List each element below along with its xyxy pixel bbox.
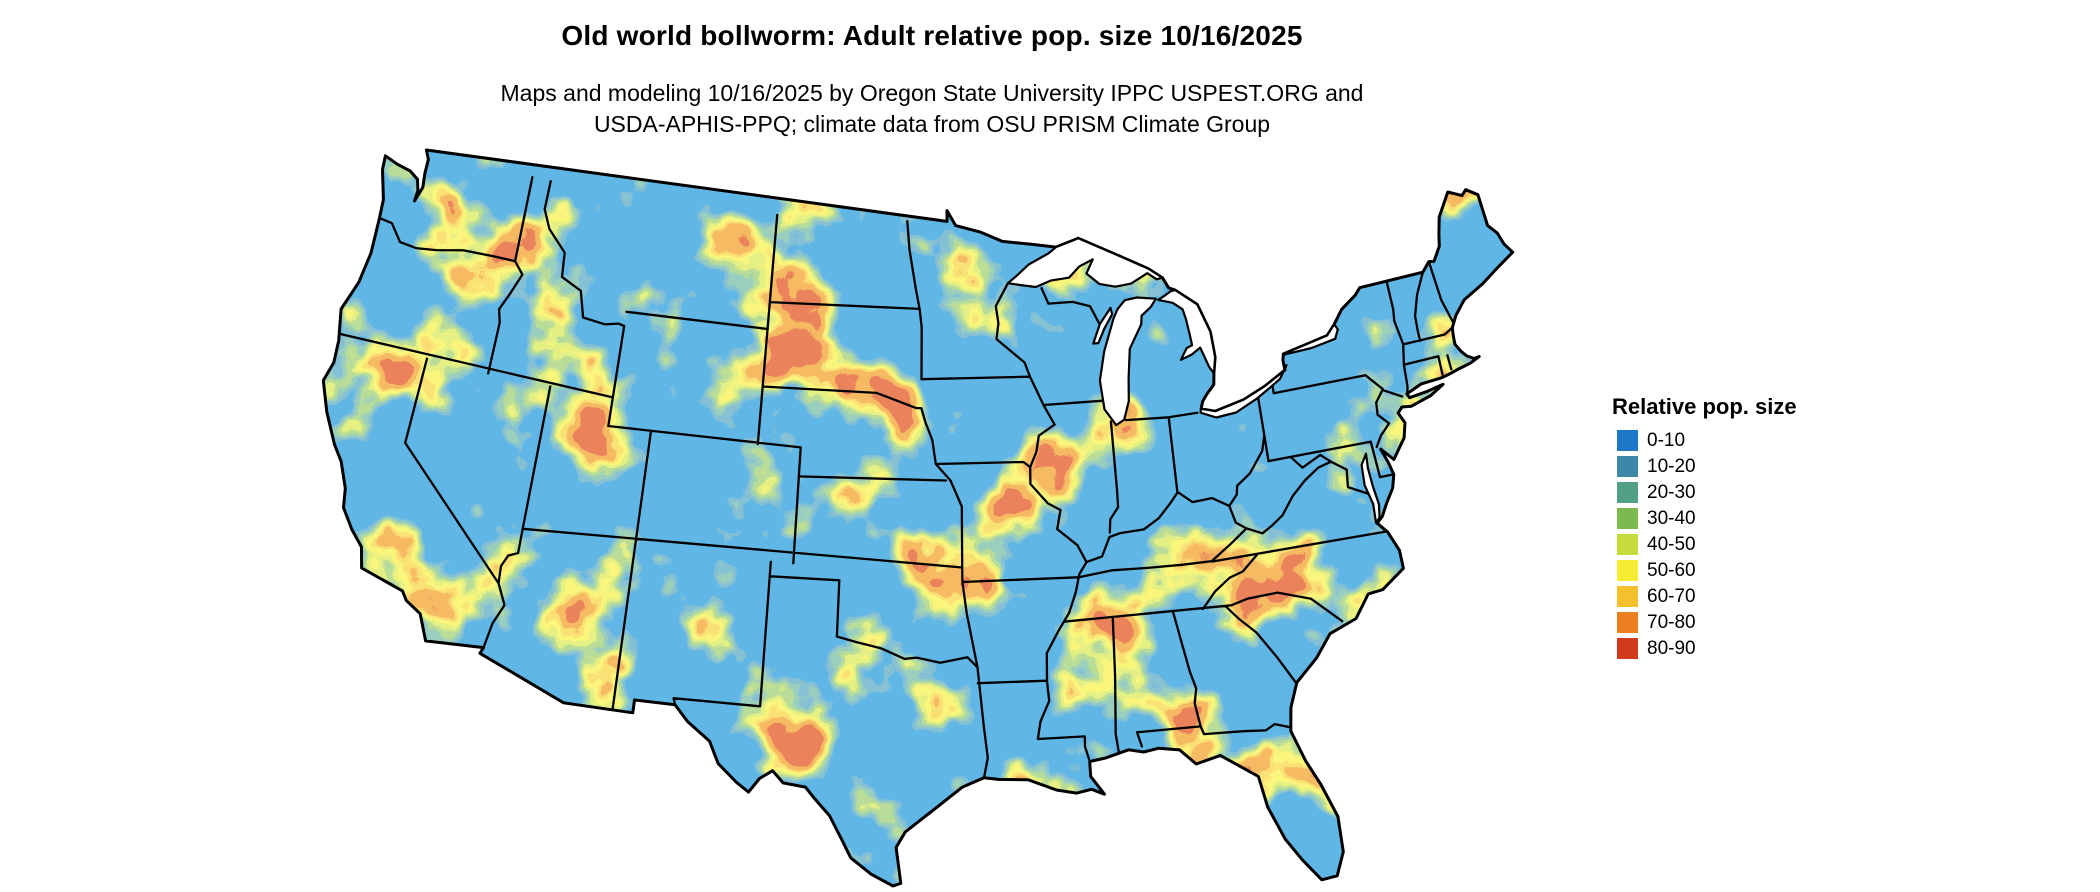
legend-swatch bbox=[1617, 638, 1638, 659]
legend-entry: 70-80 bbox=[1617, 612, 1797, 633]
legend-swatch bbox=[1617, 482, 1638, 503]
header: Old world bollworm: Adult relative pop. … bbox=[0, 0, 1864, 140]
legend-swatch bbox=[1617, 430, 1638, 451]
legend-label: 80-90 bbox=[1647, 638, 1696, 659]
lake bbox=[1282, 323, 1339, 356]
legend-entry: 50-60 bbox=[1617, 560, 1797, 581]
legend-entry: 10-20 bbox=[1617, 456, 1797, 477]
legend-entry: 40-50 bbox=[1617, 534, 1797, 555]
legend-entry: 0-10 bbox=[1617, 430, 1797, 451]
legend-entry: 20-30 bbox=[1617, 482, 1797, 503]
legend-label: 40-50 bbox=[1647, 534, 1696, 555]
lake bbox=[1199, 364, 1288, 419]
subtitle-line1: Maps and modeling 10/16/2025 by Oregon S… bbox=[500, 80, 1364, 106]
legend-swatch bbox=[1617, 612, 1638, 633]
lake bbox=[1157, 288, 1217, 375]
us-outline bbox=[321, 148, 1515, 888]
legend-label: 30-40 bbox=[1647, 508, 1696, 529]
legend-entries: 0-10 10-20 20-30 30-40 40-50 50-60 60-70 70-80 8… bbox=[1612, 430, 1797, 659]
legend-label: 20-30 bbox=[1647, 482, 1696, 503]
legend-entry: 30-40 bbox=[1617, 508, 1797, 529]
legend-label: 70-80 bbox=[1647, 612, 1696, 633]
subtitle-line2: USDA-APHIS-PPQ; climate data from OSU PR… bbox=[593, 111, 1271, 137]
legend-swatch bbox=[1617, 456, 1638, 477]
legend-entry: 80-90 bbox=[1617, 638, 1797, 659]
lake bbox=[1092, 306, 1114, 345]
legend-label: 0-10 bbox=[1647, 430, 1686, 451]
water-bodies bbox=[1006, 237, 1381, 524]
page-title: Old world bollworm: Adult relative pop. … bbox=[561, 20, 1303, 51]
state-borders bbox=[337, 176, 1454, 779]
legend-swatch bbox=[1617, 560, 1638, 581]
legend-swatch bbox=[1617, 534, 1638, 555]
subtitle: Maps and modeling 10/16/2025 by Oregon S… bbox=[0, 78, 1864, 140]
lake bbox=[1360, 452, 1381, 524]
legend-swatch bbox=[1617, 508, 1638, 529]
lake bbox=[1006, 237, 1164, 289]
legend-swatch bbox=[1617, 586, 1638, 607]
legend-title: Relative pop. size bbox=[1612, 394, 1797, 419]
legend: Relative pop. size 0-10 10-20 20-30 30-40 40… bbox=[1612, 394, 1797, 664]
legend-label: 10-20 bbox=[1647, 456, 1696, 477]
lake bbox=[1098, 296, 1157, 427]
legend-label: 60-70 bbox=[1647, 586, 1696, 607]
legend-label: 50-60 bbox=[1647, 560, 1696, 581]
legend-entry: 60-70 bbox=[1617, 586, 1797, 607]
